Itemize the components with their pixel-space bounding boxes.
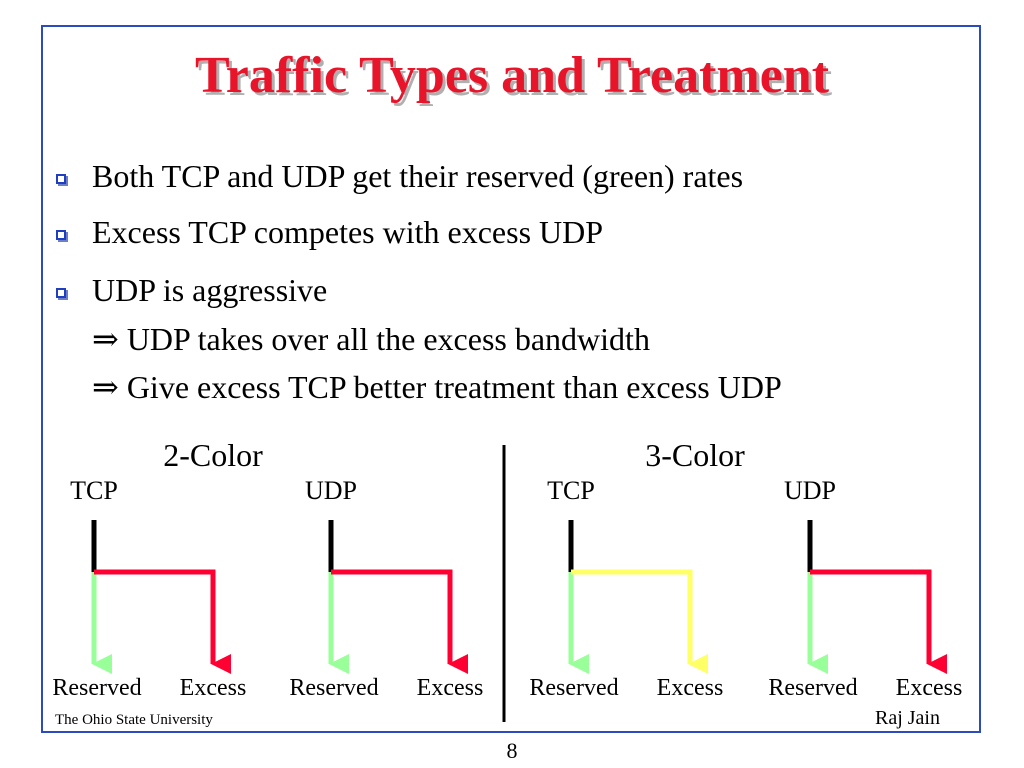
flow-label: UDP bbox=[784, 476, 836, 505]
page-number: 8 bbox=[506, 738, 518, 763]
square-bullet-icon bbox=[56, 288, 66, 298]
sub-point: ⇒ UDP takes over all the excess bandwidt… bbox=[92, 320, 650, 358]
excess-arrow bbox=[571, 569, 708, 674]
flow-label: TCP bbox=[70, 476, 118, 505]
footer-university: The Ohio State University bbox=[55, 712, 213, 728]
excess-arrow bbox=[810, 569, 947, 674]
sub-point-text: UDP takes over all the excess bandwidth bbox=[126, 321, 650, 357]
group-heading: 3-Color bbox=[645, 437, 745, 473]
excess-arrow bbox=[94, 569, 231, 674]
footer-author: Raj Jain bbox=[875, 707, 940, 729]
bullet-text: UDP is aggressive bbox=[92, 272, 328, 308]
excess-arrow bbox=[331, 569, 468, 674]
bullet-text: Both TCP and UDP get their reserved (gre… bbox=[92, 158, 744, 194]
reserved-label: Reserved bbox=[768, 675, 857, 701]
flow-label: TCP bbox=[547, 476, 595, 505]
reserved-label: Reserved bbox=[529, 675, 618, 701]
square-bullet-icon bbox=[56, 230, 66, 240]
slide-frame bbox=[41, 25, 981, 733]
slide-title: Traffic Types and Treatment bbox=[194, 47, 830, 104]
bullet-text: Excess TCP competes with excess UDP bbox=[92, 214, 604, 250]
excess-label: Excess bbox=[417, 675, 484, 701]
sub-point: ⇒ Give excess TCP better treatment than … bbox=[92, 368, 782, 406]
excess-label: Excess bbox=[657, 675, 724, 701]
reserved-label: Reserved bbox=[289, 675, 378, 701]
square-bullet-icon bbox=[56, 174, 66, 184]
group-heading: 2-Color bbox=[163, 437, 263, 473]
excess-label: Excess bbox=[896, 675, 963, 701]
sub-point-text: Give excess TCP better treatment than ex… bbox=[126, 369, 782, 405]
flow-label: UDP bbox=[305, 476, 357, 505]
implies-icon: ⇒ bbox=[92, 369, 119, 405]
excess-label: Excess bbox=[180, 675, 247, 701]
reserved-label: Reserved bbox=[52, 675, 141, 701]
implies-icon: ⇒ bbox=[92, 321, 119, 357]
